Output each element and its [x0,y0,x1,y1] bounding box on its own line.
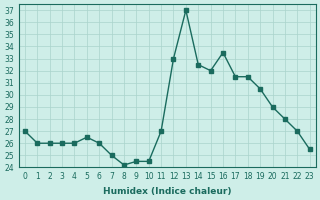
X-axis label: Humidex (Indice chaleur): Humidex (Indice chaleur) [103,187,232,196]
